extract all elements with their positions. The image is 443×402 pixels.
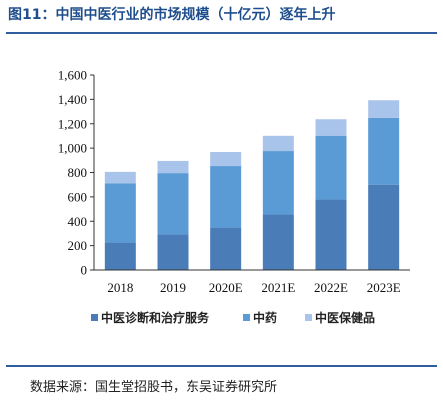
legend-label: 中医诊断和治疗服务 — [101, 310, 210, 325]
bars — [104, 100, 400, 270]
y-tick-label: 800 — [68, 165, 88, 180]
bar-segment — [104, 183, 136, 243]
bar-segment — [104, 242, 136, 270]
bar-segment — [262, 214, 294, 270]
y-tick-label: 600 — [68, 189, 88, 204]
x-tick-label: 2022E — [314, 280, 348, 295]
bar-segment — [315, 135, 347, 200]
y-tick-label: 1,600 — [58, 68, 87, 83]
legend-swatch — [91, 314, 98, 321]
x-tick-label: 2021E — [261, 280, 295, 295]
bar-segment — [210, 227, 242, 270]
y-tick-label: 1,000 — [58, 141, 87, 156]
y-tick-label: 1,400 — [58, 92, 87, 107]
bar-segment — [157, 160, 189, 174]
x-tick-label: 2020E — [209, 280, 243, 295]
x-tick-label: 2019 — [160, 280, 186, 295]
y-tick-label: 400 — [68, 214, 88, 229]
x-tick-label: 2023E — [367, 280, 401, 295]
figure-title: 图11：中国中医行业的市场规模（十亿元）逐年上升 — [8, 7, 336, 23]
legend: 中医诊断和治疗服务 中药 中医保健品 — [91, 310, 375, 325]
legend-label: 中医保健品 — [315, 310, 375, 325]
y-tick-label: 200 — [68, 238, 88, 253]
y-tick-label: 1,200 — [58, 116, 87, 131]
x-tick-label: 2018 — [107, 280, 133, 295]
y-tick-label: 0 — [81, 263, 88, 278]
source-divider — [6, 365, 437, 367]
data-source: 数据来源：国生堂招股书，东吴证券研究所 — [30, 380, 278, 395]
bar-segment — [157, 173, 189, 235]
title-divider — [6, 32, 437, 34]
bar-segment — [368, 184, 400, 270]
bar-segment — [262, 151, 294, 215]
bar-segment — [315, 199, 347, 270]
y-axis: 0 200 400 600 800 1,000 1,200 1,400 1,600 — [58, 68, 95, 278]
bar-segment — [157, 234, 189, 270]
bar-segment — [210, 166, 242, 228]
x-axis: 2018 2019 2020E 2021E 2022E 2023E — [94, 269, 410, 295]
bar-segment — [315, 119, 347, 136]
legend-label: 中药 — [253, 310, 277, 325]
bar-segment — [210, 152, 242, 167]
legend-swatch — [243, 314, 250, 321]
bar-segment — [368, 117, 400, 185]
bar-segment — [368, 100, 400, 118]
legend-swatch — [305, 314, 312, 321]
bar-segment — [104, 171, 136, 184]
bar-segment — [262, 135, 294, 152]
